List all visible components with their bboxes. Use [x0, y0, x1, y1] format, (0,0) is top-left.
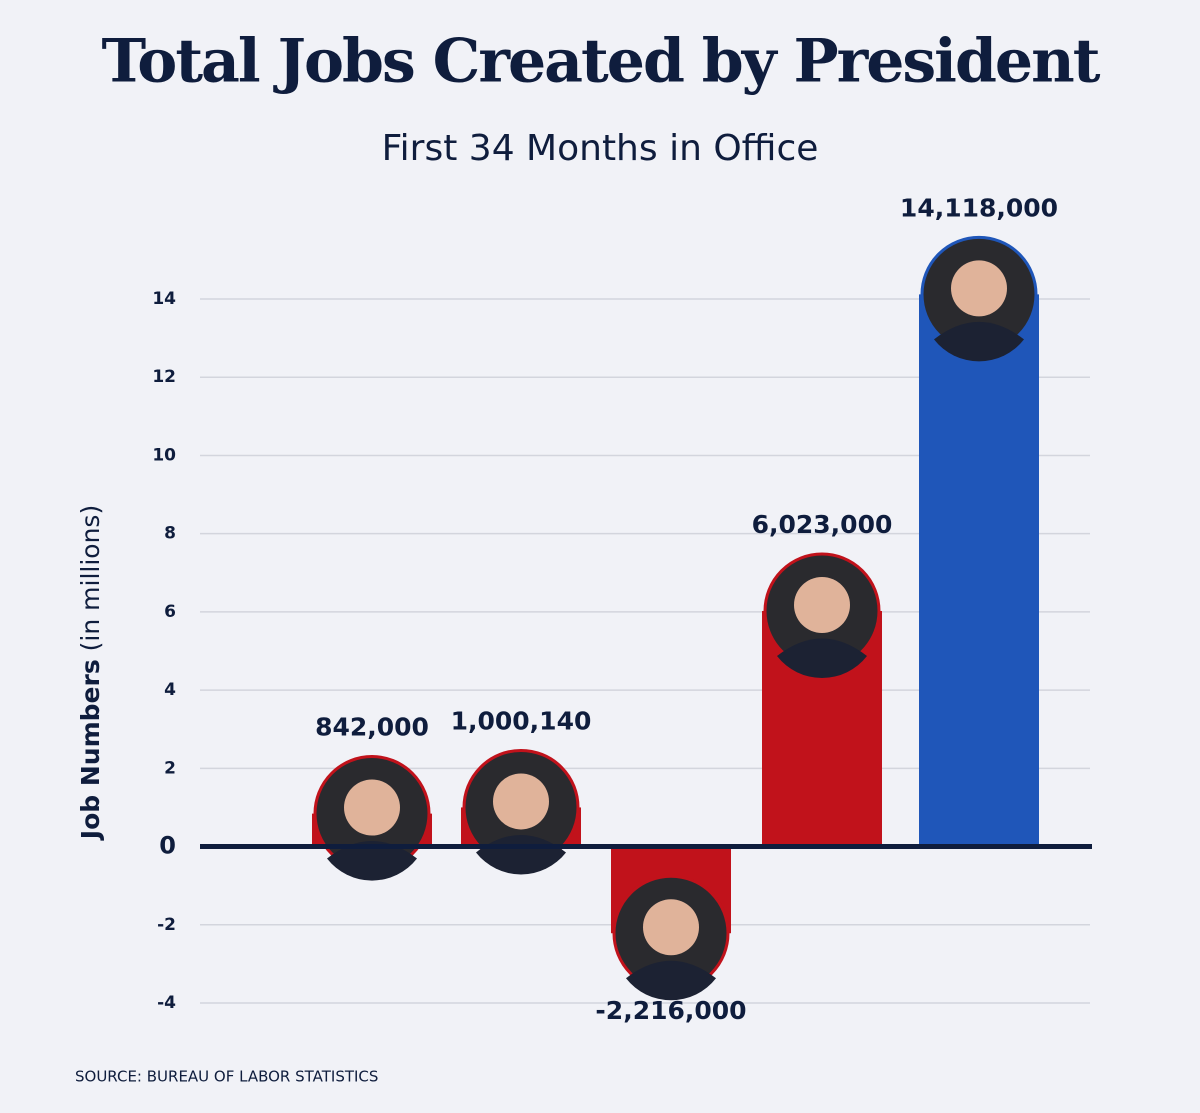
portrait-face: [344, 779, 400, 836]
chart-title: Total Jobs Created by President: [102, 27, 1101, 97]
y-axis-title: Job Numbers: [76, 659, 105, 841]
value-label: 1,000,140: [451, 706, 592, 735]
y-tick-label: 4: [164, 680, 176, 700]
y-tick-label: -4: [157, 993, 176, 1013]
value-label: 6,023,000: [752, 510, 893, 539]
portrait-shoulders: [626, 960, 716, 1001]
portrait-face: [643, 899, 699, 956]
value-label: 14,118,000: [900, 193, 1058, 222]
y-tick-label: -2: [157, 915, 176, 935]
source-note: SOURCE: BUREAU OF LABOR STATISTICS: [75, 1068, 378, 1086]
y-tick-label: 2: [164, 758, 176, 778]
portrait-face: [493, 773, 549, 830]
y-tick-label: 12: [152, 367, 176, 387]
y-tick-label: 10: [152, 445, 176, 465]
chart-subtitle: First 34 Months in Office: [382, 128, 819, 169]
y-tick-label: 0: [159, 832, 176, 860]
portrait-face: [951, 260, 1007, 317]
bar: [919, 294, 1039, 847]
portrait-shoulders: [777, 638, 867, 679]
y-tick-label: 8: [164, 524, 176, 544]
value-label: 842,000: [315, 713, 429, 742]
y-tick-label: 14: [152, 289, 176, 309]
y-tick-label: 6: [164, 602, 176, 622]
portrait-face: [794, 576, 850, 633]
portrait-shoulders: [934, 321, 1024, 362]
y-axis-label: Job Numbers (in millions): [76, 505, 105, 841]
value-label: -2,216,000: [595, 996, 746, 1025]
portrait-shoulders: [327, 841, 417, 881]
y-axis-unit: (in millions): [76, 505, 105, 652]
